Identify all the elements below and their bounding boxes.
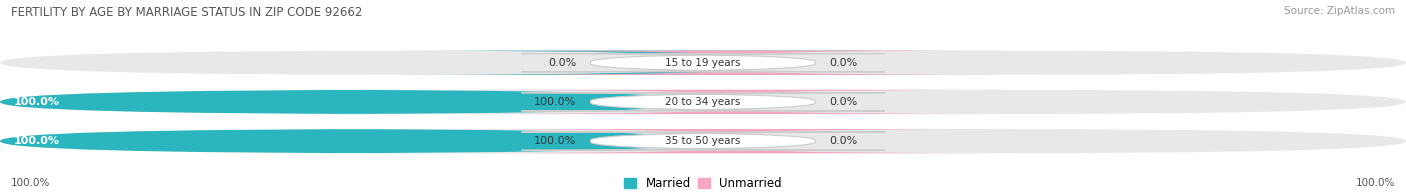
FancyBboxPatch shape: [522, 93, 884, 111]
FancyBboxPatch shape: [398, 51, 952, 75]
Text: 0.0%: 0.0%: [548, 58, 576, 68]
FancyBboxPatch shape: [522, 54, 884, 72]
Text: FERTILITY BY AGE BY MARRIAGE STATUS IN ZIP CODE 92662: FERTILITY BY AGE BY MARRIAGE STATUS IN Z…: [11, 6, 363, 19]
FancyBboxPatch shape: [454, 90, 1008, 114]
FancyBboxPatch shape: [454, 51, 1008, 75]
Text: 100.0%: 100.0%: [14, 136, 60, 146]
Text: 100.0%: 100.0%: [534, 136, 576, 146]
Legend: Married, Unmarried: Married, Unmarried: [624, 177, 782, 190]
FancyBboxPatch shape: [522, 132, 884, 150]
Text: 100.0%: 100.0%: [14, 97, 60, 107]
Text: 0.0%: 0.0%: [830, 58, 858, 68]
Text: 0.0%: 0.0%: [830, 136, 858, 146]
Text: 0.0%: 0.0%: [830, 97, 858, 107]
FancyBboxPatch shape: [0, 129, 1406, 153]
Text: 20 to 34 years: 20 to 34 years: [665, 97, 741, 107]
FancyBboxPatch shape: [0, 129, 703, 153]
FancyBboxPatch shape: [0, 51, 1406, 75]
Text: 100.0%: 100.0%: [534, 97, 576, 107]
Text: Source: ZipAtlas.com: Source: ZipAtlas.com: [1284, 6, 1395, 16]
FancyBboxPatch shape: [0, 90, 703, 114]
Text: 100.0%: 100.0%: [11, 178, 51, 188]
FancyBboxPatch shape: [0, 90, 1406, 114]
FancyBboxPatch shape: [454, 129, 1008, 153]
Text: 35 to 50 years: 35 to 50 years: [665, 136, 741, 146]
Text: 15 to 19 years: 15 to 19 years: [665, 58, 741, 68]
Text: 100.0%: 100.0%: [1355, 178, 1395, 188]
